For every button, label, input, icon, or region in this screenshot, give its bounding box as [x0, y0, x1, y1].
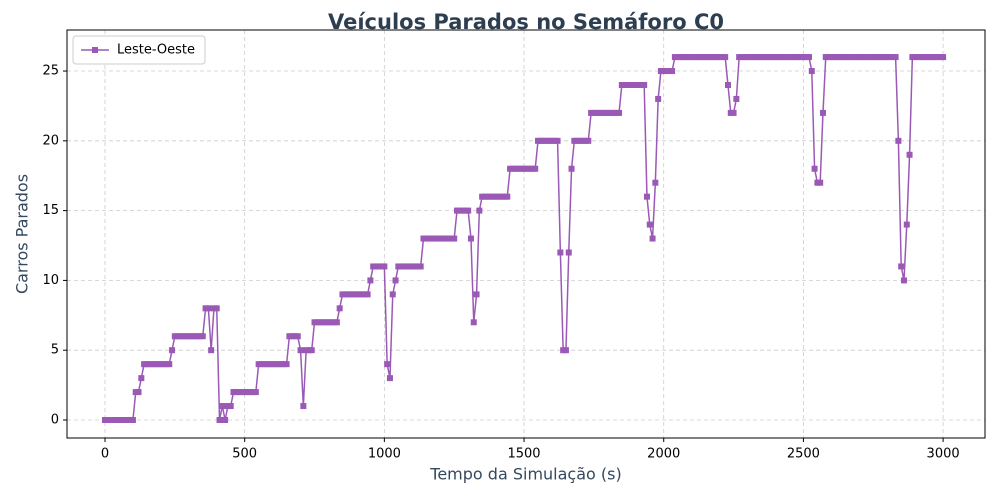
data-point: [417, 263, 424, 270]
y-tick-label: 5: [51, 343, 59, 358]
x-tick-label: 0: [101, 447, 109, 462]
x-tick-label: 3000: [927, 447, 960, 462]
data-point: [333, 319, 340, 326]
axes-frame: [66, 29, 986, 439]
data-point: [817, 179, 824, 186]
data-point: [138, 375, 145, 382]
data-point: [227, 403, 234, 410]
y-tick-label: 20: [42, 133, 59, 148]
data-point: [199, 333, 206, 340]
data-point: [169, 347, 176, 354]
data-point: [308, 347, 315, 354]
data-point: [473, 291, 480, 298]
data-point: [669, 68, 676, 75]
data-point: [646, 221, 653, 228]
data-point: [135, 389, 142, 396]
x-axis-label: Tempo da Simulação (s): [429, 465, 621, 484]
data-point: [467, 235, 474, 242]
legend: Leste-Oeste: [72, 35, 206, 65]
y-tick-label: 0: [51, 412, 59, 427]
data-point: [895, 137, 902, 144]
legend-label: Leste-Oeste: [117, 43, 195, 58]
data-point: [451, 235, 458, 242]
grid: [67, 30, 985, 438]
data-point: [805, 54, 812, 61]
data-point: [562, 347, 569, 354]
data-point: [652, 179, 659, 186]
data-point: [222, 416, 229, 423]
data-point: [205, 305, 212, 312]
data-point: [129, 416, 136, 423]
plot-area: [101, 54, 947, 423]
data-point: [903, 221, 910, 228]
data-point: [557, 249, 564, 256]
data-point: [900, 277, 907, 284]
data-point: [940, 54, 947, 61]
data-point: [389, 291, 396, 298]
data-point: [252, 389, 259, 396]
data-point: [649, 235, 656, 242]
data-point: [898, 263, 905, 270]
data-point: [616, 109, 623, 116]
data-point: [294, 333, 301, 340]
data-point: [504, 193, 511, 200]
data-point: [892, 54, 899, 61]
data-point: [585, 137, 592, 144]
x-tick-label: 500: [232, 447, 257, 462]
data-point: [554, 137, 561, 144]
data-point: [808, 68, 815, 75]
data-point: [730, 109, 737, 116]
y-tick-label: 10: [42, 273, 59, 288]
data-point: [641, 81, 648, 88]
x-tick-label: 1500: [507, 447, 540, 462]
x-tick-label: 2000: [647, 447, 680, 462]
data-point: [470, 319, 477, 326]
y-tick-label: 25: [42, 64, 59, 79]
y-axis-label: Carros Parados: [13, 174, 32, 294]
data-point: [386, 375, 393, 382]
data-point: [724, 81, 731, 88]
data-point: [643, 193, 650, 200]
data-point: [208, 347, 215, 354]
data-point: [565, 249, 572, 256]
data-point: [297, 347, 304, 354]
data-point: [166, 361, 173, 368]
data-point: [655, 95, 662, 102]
x-tick-label: 1000: [368, 447, 401, 462]
data-point: [219, 403, 226, 410]
data-point: [722, 54, 729, 61]
data-point: [392, 277, 399, 284]
data-point: [216, 416, 223, 423]
data-point: [300, 403, 307, 410]
legend-box: [72, 35, 206, 65]
data-point: [811, 165, 818, 172]
data-point: [465, 207, 472, 214]
data-point: [283, 361, 290, 368]
data-point: [367, 277, 374, 284]
data-point: [906, 151, 913, 158]
data-point: [476, 207, 483, 214]
y-tick-label: 15: [42, 203, 59, 218]
data-point: [381, 263, 388, 270]
data-point: [384, 361, 391, 368]
data-point: [336, 305, 343, 312]
data-point: [733, 95, 740, 102]
data-point: [532, 165, 539, 172]
x-tick-label: 2500: [787, 447, 820, 462]
data-point: [819, 109, 826, 116]
legend-marker: [92, 47, 98, 53]
data-point: [213, 305, 220, 312]
data-point: [364, 291, 371, 298]
data-point: [568, 165, 575, 172]
